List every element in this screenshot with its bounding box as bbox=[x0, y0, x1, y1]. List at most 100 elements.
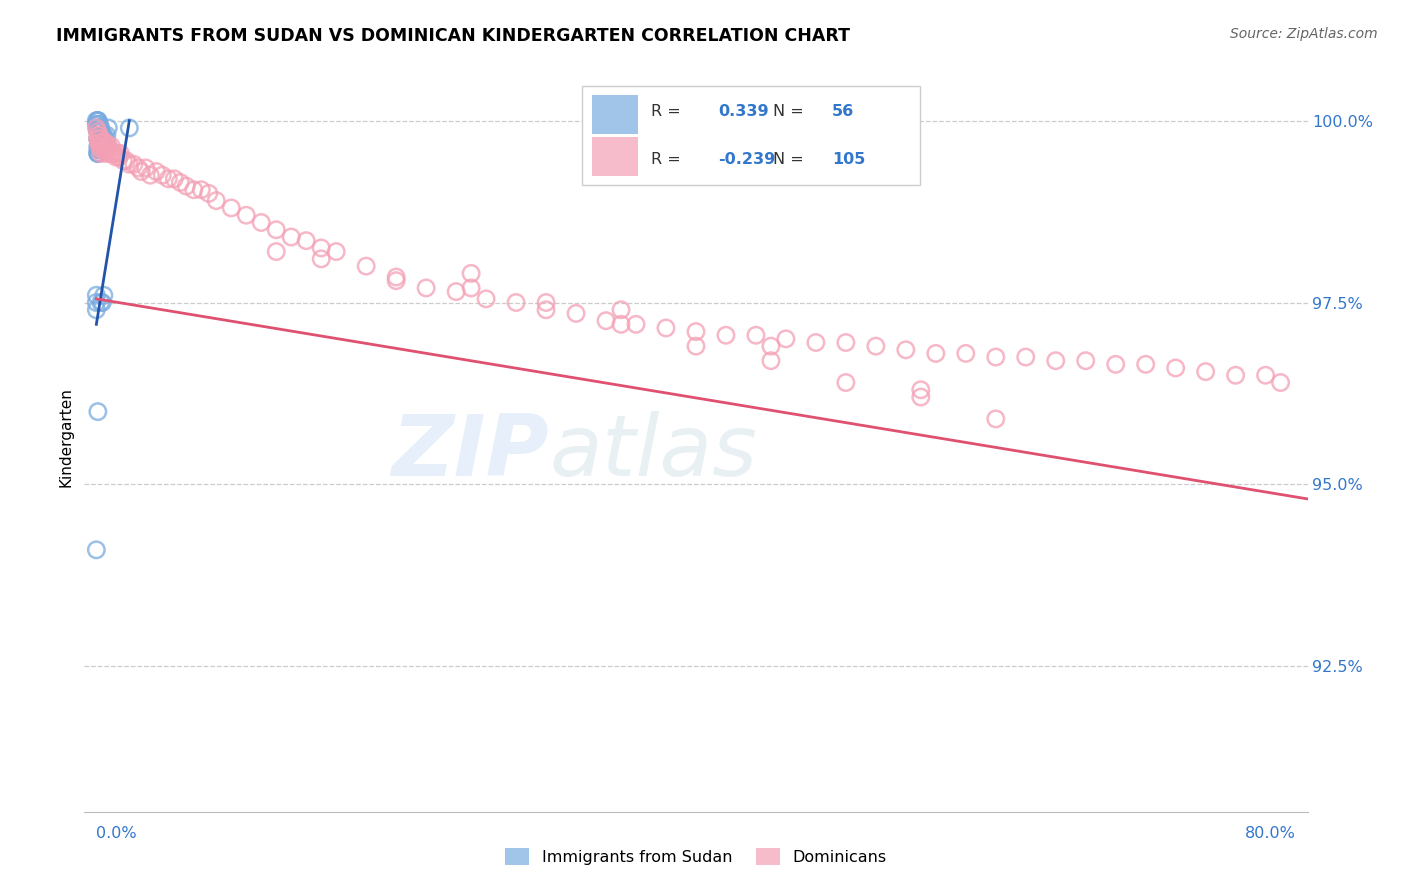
Point bbox=[759, 353, 782, 368]
Point bbox=[91, 136, 114, 150]
Point bbox=[87, 120, 110, 135]
Point bbox=[759, 339, 782, 353]
Point bbox=[169, 176, 191, 190]
Text: atlas: atlas bbox=[550, 410, 758, 493]
Point bbox=[93, 136, 115, 150]
Text: 105: 105 bbox=[832, 153, 865, 167]
Point bbox=[87, 113, 110, 128]
Point bbox=[86, 288, 108, 302]
Point bbox=[565, 306, 588, 320]
Text: Source: ZipAtlas.com: Source: ZipAtlas.com bbox=[1230, 27, 1378, 41]
Point bbox=[100, 139, 122, 153]
Point bbox=[112, 153, 135, 168]
Point bbox=[91, 132, 114, 146]
Point bbox=[1135, 357, 1157, 371]
FancyBboxPatch shape bbox=[582, 87, 920, 185]
Point bbox=[87, 128, 110, 143]
Point bbox=[1074, 353, 1097, 368]
Point bbox=[150, 168, 173, 182]
Point bbox=[745, 328, 768, 343]
Point bbox=[460, 267, 482, 281]
Point bbox=[1045, 353, 1067, 368]
Point bbox=[115, 153, 138, 168]
Point bbox=[87, 404, 110, 418]
Point bbox=[93, 136, 115, 150]
Point bbox=[624, 318, 647, 332]
Point bbox=[90, 124, 112, 138]
Point bbox=[460, 281, 482, 295]
Point bbox=[93, 143, 115, 157]
Text: 56: 56 bbox=[832, 103, 853, 119]
Point bbox=[190, 183, 212, 197]
Y-axis label: Kindergarten: Kindergarten bbox=[58, 387, 73, 487]
Point bbox=[685, 339, 707, 353]
Point bbox=[235, 208, 257, 222]
Point bbox=[1225, 368, 1247, 383]
Point bbox=[87, 132, 110, 146]
Point bbox=[87, 117, 110, 131]
Point bbox=[118, 157, 141, 171]
Point bbox=[110, 146, 132, 161]
Point bbox=[87, 146, 110, 161]
Point bbox=[610, 318, 633, 332]
Point bbox=[118, 120, 141, 135]
Point bbox=[91, 139, 114, 153]
Point bbox=[835, 335, 858, 350]
Point bbox=[93, 128, 115, 143]
Point bbox=[86, 117, 108, 131]
FancyBboxPatch shape bbox=[592, 95, 638, 134]
Point bbox=[87, 113, 110, 128]
Point bbox=[87, 124, 110, 138]
Point bbox=[98, 143, 121, 157]
Point bbox=[104, 150, 127, 164]
Point bbox=[1164, 361, 1187, 376]
Point bbox=[90, 132, 112, 146]
Point bbox=[610, 302, 633, 317]
Point bbox=[163, 171, 186, 186]
Point bbox=[93, 288, 115, 302]
Point bbox=[264, 244, 287, 259]
Point bbox=[94, 139, 117, 153]
Point bbox=[1015, 350, 1038, 364]
Point bbox=[197, 186, 219, 201]
Point bbox=[90, 120, 112, 135]
Point bbox=[804, 335, 827, 350]
Point bbox=[835, 376, 858, 390]
Point bbox=[90, 146, 112, 161]
Point bbox=[89, 136, 111, 150]
Point bbox=[984, 350, 1007, 364]
Point bbox=[205, 194, 228, 208]
Point bbox=[131, 164, 153, 178]
Point bbox=[1195, 365, 1218, 379]
Point bbox=[910, 383, 932, 397]
Point bbox=[714, 328, 737, 343]
Point bbox=[955, 346, 977, 360]
Point bbox=[96, 128, 118, 143]
Point bbox=[90, 132, 112, 146]
Point bbox=[145, 164, 167, 178]
Point bbox=[354, 259, 377, 273]
Point bbox=[534, 295, 557, 310]
Point bbox=[89, 120, 111, 135]
Point bbox=[90, 295, 112, 310]
Point bbox=[90, 132, 112, 146]
Point bbox=[87, 124, 110, 138]
Point bbox=[280, 230, 302, 244]
Point bbox=[1270, 376, 1292, 390]
Legend: Immigrants from Sudan, Dominicans: Immigrants from Sudan, Dominicans bbox=[499, 842, 893, 871]
Point bbox=[100, 146, 122, 161]
Point bbox=[105, 146, 128, 161]
Point bbox=[97, 120, 120, 135]
Point bbox=[1105, 357, 1128, 371]
Point bbox=[91, 139, 114, 153]
Text: N =: N = bbox=[773, 103, 808, 119]
Point bbox=[385, 270, 408, 285]
Point bbox=[96, 136, 118, 150]
Point bbox=[219, 201, 242, 215]
Point bbox=[685, 325, 707, 339]
Text: -0.239: -0.239 bbox=[718, 153, 775, 167]
Point bbox=[894, 343, 917, 357]
Point bbox=[93, 136, 115, 150]
Point bbox=[94, 146, 117, 161]
Point bbox=[295, 234, 318, 248]
